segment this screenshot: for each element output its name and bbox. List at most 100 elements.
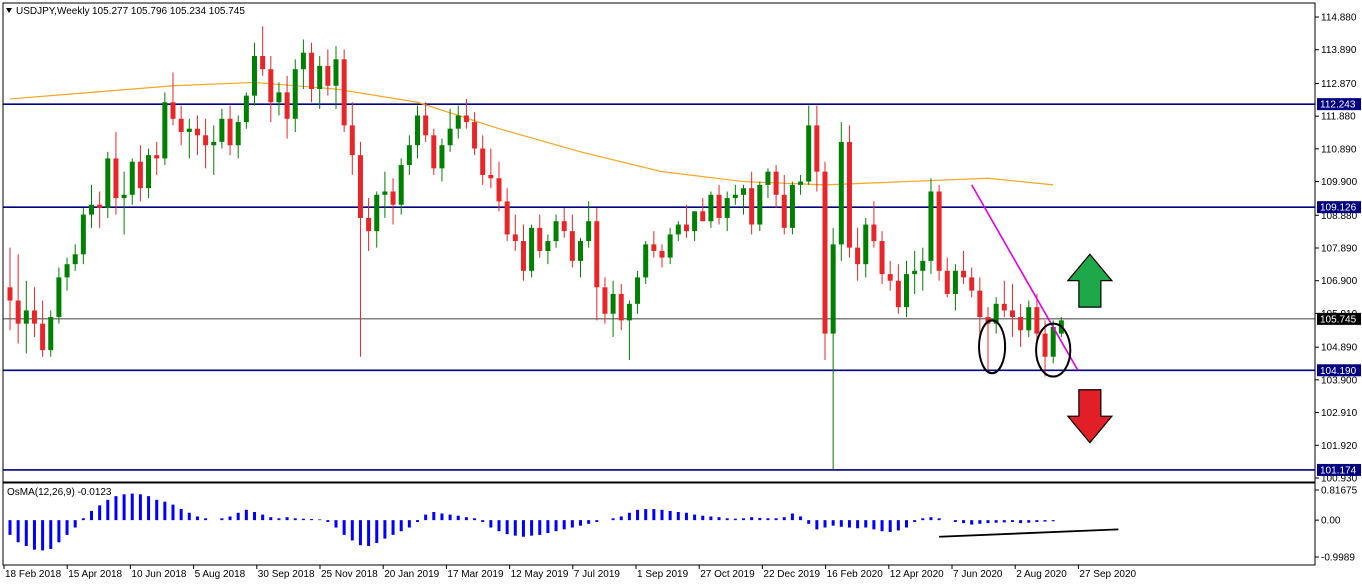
candle <box>292 59 298 133</box>
candle <box>732 184 738 205</box>
price-labels: 112.243 109.126 104.190 101.174 105.745 <box>1317 98 1361 476</box>
x-tick-label: 1 Sep 2019 <box>637 569 689 580</box>
x-tick-label: 20 Jan 2019 <box>384 569 439 580</box>
candle <box>667 227 673 265</box>
candle-body <box>1009 310 1015 318</box>
candle <box>72 244 78 271</box>
candle-body <box>292 69 298 119</box>
candle-body <box>325 65 331 86</box>
candle <box>781 174 787 235</box>
candle-body <box>1026 307 1032 331</box>
candle-body <box>80 214 86 255</box>
candle <box>1009 284 1015 337</box>
candle <box>806 105 812 185</box>
candle-body <box>626 303 632 321</box>
candle-body <box>741 188 746 195</box>
candle <box>423 102 429 142</box>
candle <box>341 49 347 133</box>
x-tick-label: 5 Aug 2018 <box>195 569 246 580</box>
ohlc-readout: 105.277 105.796 105.234 105.745 <box>92 6 245 17</box>
candle-body <box>309 52 315 90</box>
candle <box>268 55 274 123</box>
candle <box>382 171 388 218</box>
candle <box>162 92 168 166</box>
candle-body <box>333 59 339 86</box>
candle-body <box>863 224 869 265</box>
candle-body <box>317 65 323 90</box>
ind-tick-label: 0.00 <box>1321 516 1341 527</box>
candle-body <box>268 69 274 103</box>
moving-average <box>9 81 1054 186</box>
candle-body <box>146 155 152 189</box>
candle-body <box>545 241 551 251</box>
candle-body <box>610 293 616 314</box>
candle <box>846 125 852 258</box>
candle-body <box>219 118 225 142</box>
candle-body <box>667 234 673 258</box>
candle <box>708 191 714 228</box>
candle-body <box>765 171 771 185</box>
candle-body <box>594 221 600 288</box>
candle <box>398 158 404 215</box>
candle <box>977 277 983 337</box>
x-tick-label: 18 Feb 2018 <box>5 569 62 580</box>
candle <box>154 141 160 175</box>
candle-body <box>675 224 681 235</box>
price-label-bg <box>1317 201 1361 214</box>
y-tick-label: 106.900 <box>1321 276 1358 287</box>
candle-body <box>830 244 836 334</box>
candle <box>602 277 608 324</box>
candle <box>553 214 559 248</box>
candle <box>529 224 535 278</box>
candle <box>716 184 722 225</box>
candle-body <box>871 224 877 242</box>
candle <box>830 227 836 470</box>
candle <box>879 231 885 285</box>
candle <box>871 201 877 248</box>
x-tick-label: 22 Dec 2019 <box>763 569 820 580</box>
candle <box>675 221 681 242</box>
candle <box>439 138 445 182</box>
candle <box>578 237 583 278</box>
horizontal-levels <box>3 103 1315 471</box>
y-tick-label: 100.930 <box>1321 474 1358 485</box>
candle <box>390 178 396 225</box>
candle-body <box>553 221 559 242</box>
candle-body <box>936 191 942 271</box>
candle <box>765 168 771 199</box>
candle <box>504 188 510 242</box>
candle <box>626 300 632 361</box>
candle <box>741 184 746 215</box>
candle-body <box>602 287 608 314</box>
candle-body <box>162 102 168 159</box>
candle-body <box>439 145 445 169</box>
y-tick-label: 111.880 <box>1321 112 1356 123</box>
candle <box>406 135 412 175</box>
candle <box>235 115 241 159</box>
candle-body <box>203 135 209 146</box>
y-tick-label: 108.880 <box>1321 211 1358 222</box>
candle-body <box>129 161 135 195</box>
candle-body <box>561 221 567 232</box>
candle <box>651 231 657 258</box>
candle <box>659 244 665 268</box>
candle <box>1042 320 1048 377</box>
candle <box>569 214 575 268</box>
candle-body <box>170 102 176 119</box>
candle <box>700 198 706 222</box>
candle-body <box>708 194 714 222</box>
dropdown-triangle-icon[interactable] <box>6 8 12 13</box>
candle <box>692 211 698 242</box>
candle-body <box>472 122 478 149</box>
candle-body <box>1042 333 1048 357</box>
candle <box>855 227 861 281</box>
candle <box>643 241 649 285</box>
candle-body <box>56 277 62 318</box>
main-chart-frame <box>2 2 1316 483</box>
candle-body <box>912 270 918 275</box>
candle-body <box>243 95 249 123</box>
candle-body <box>520 241 526 271</box>
candle <box>300 39 306 90</box>
price-label-text: 112.243 <box>1320 100 1356 111</box>
candle <box>545 234 551 265</box>
